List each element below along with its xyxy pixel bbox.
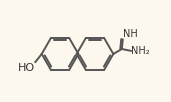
- Text: NH: NH: [123, 29, 138, 39]
- Text: HO: HO: [17, 63, 35, 73]
- Text: NH₂: NH₂: [131, 46, 150, 56]
